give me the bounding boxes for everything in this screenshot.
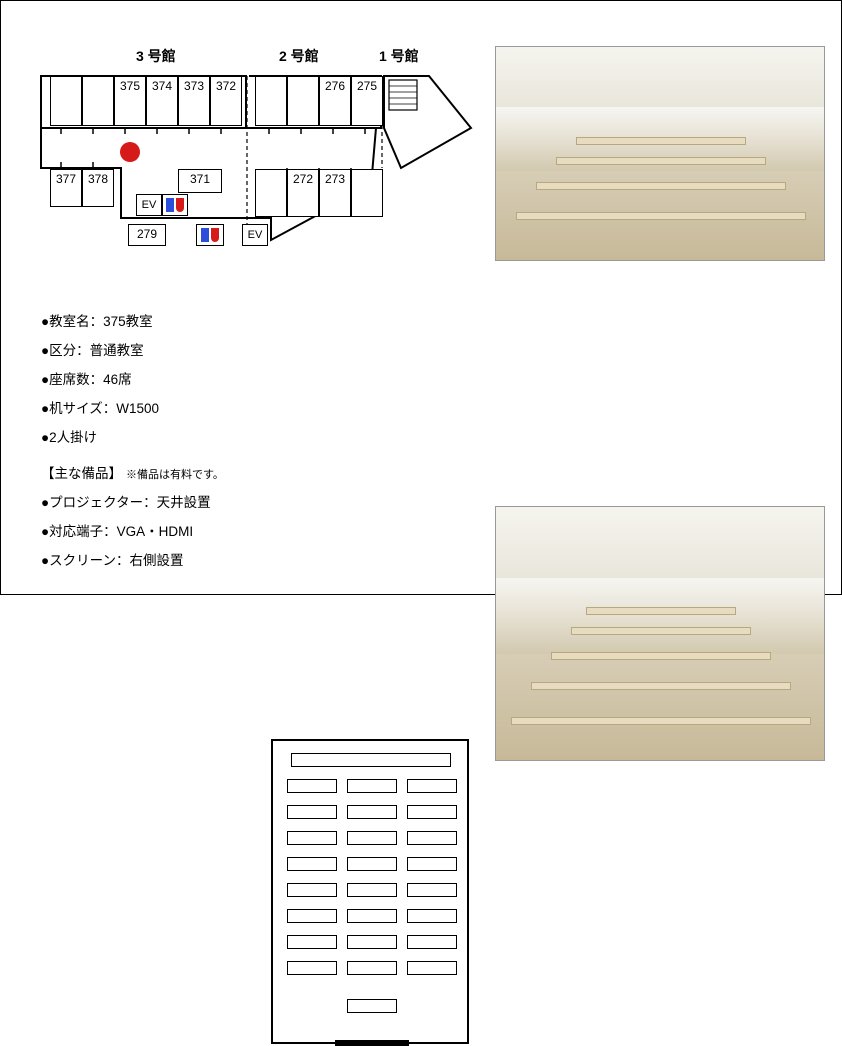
seating-desk [287,857,337,871]
photo-classroom-1 [495,46,825,261]
seating-desk [287,935,337,949]
room-blank [82,76,114,126]
seating-back-desk [347,999,397,1013]
seating-desk [407,831,457,845]
elevator: EV [136,194,162,216]
room-373: 373 [178,76,210,126]
info-item: ●机サイズ：W1500 [41,397,261,417]
seating-desk [407,857,457,871]
floorplan-container: 3 号館 2 号館 1 号館 [21,46,481,241]
seating-desk [407,883,457,897]
elevator: EV [242,224,268,246]
room-275: 275 [351,76,383,126]
seating-desk [407,805,457,819]
restroom-icon [162,194,188,216]
room-377: 377 [50,169,82,207]
room-blank [255,169,287,217]
seating-desk [347,857,397,871]
seating-desk [407,935,457,949]
seating-desk [287,961,337,975]
restroom-icon [196,224,224,246]
seating-desk [347,909,397,923]
equip-header: 【主な備品】 ※備品は有料です。 [41,462,261,482]
equip-header-text: 【主な備品】 [41,466,122,481]
room-276: 276 [319,76,351,126]
room-blank [50,76,82,126]
info-item: ●区分：普通教室 [41,339,261,359]
equip-item: ●スクリーン：右側設置 [41,549,261,569]
equip-item: ●プロジェクター：天井設置 [41,491,261,511]
seating-desk [347,961,397,975]
room-374: 374 [146,76,178,126]
seating-desk [407,909,457,923]
seating-desk [287,805,337,819]
room-279: 279 [128,224,166,246]
seating-desk [287,909,337,923]
info-list: ●教室名：375教室 ●区分：普通教室 ●座席数：46席 ●机サイズ：W1500… [41,301,261,578]
room-blank [255,76,287,126]
bldg-label-3: 3 号館 [136,46,176,66]
seating-desk [287,883,337,897]
seating-desk [347,883,397,897]
equip-item: ●対応端子：VGA・HDMI [41,520,261,540]
seating-front-desk [291,753,451,767]
room-273: 273 [319,169,351,217]
seating-layout [271,739,469,1044]
info-item: ●座席数：46席 [41,368,261,388]
room-272: 272 [287,169,319,217]
equip-note: ※備品は有料です。 [126,469,224,481]
room-375: 375 [114,76,146,126]
seating-entry [335,1040,409,1046]
seating-desk [407,961,457,975]
info-item: ●教室名：375教室 [41,310,261,330]
seating-desk [347,935,397,949]
photo-classroom-2 [495,506,825,761]
seating-desk [407,779,457,793]
bldg-label-1: 1 号館 [379,46,419,66]
seating-desk [347,805,397,819]
room-372: 372 [210,76,242,126]
room-blank [287,76,319,126]
room-378: 378 [82,169,114,207]
seating-desk [287,831,337,845]
room-371: 371 [178,169,222,193]
room-blank [351,169,383,217]
current-room-dot [120,142,140,162]
seating-desk [347,831,397,845]
info-item: ●2人掛け [41,426,261,446]
seating-desk [287,779,337,793]
bldg-label-2: 2 号館 [279,46,319,66]
seating-desk [347,779,397,793]
